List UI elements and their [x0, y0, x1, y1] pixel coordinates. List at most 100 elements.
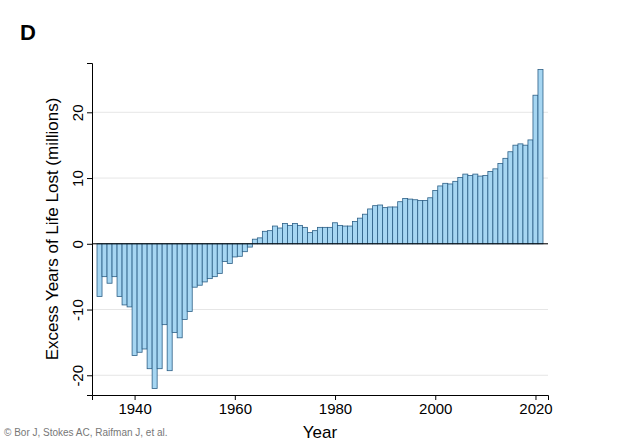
bar: [338, 225, 343, 243]
bar: [202, 244, 207, 282]
bar: [197, 244, 202, 285]
bar: [388, 207, 393, 244]
bar: [222, 244, 227, 262]
bar: [242, 244, 247, 252]
bar: [262, 231, 267, 243]
y-tick: 20: [69, 104, 92, 121]
bar: [112, 244, 117, 277]
bar: [488, 171, 493, 243]
bar: [287, 225, 292, 243]
x-axis: 1940 1960 1980 2000 2020: [93, 395, 553, 417]
bar: [217, 244, 222, 274]
bar: [333, 223, 338, 244]
y-tick: -10: [69, 299, 92, 321]
bar: [413, 200, 418, 244]
bar: [513, 145, 518, 244]
x-tick: 2020: [519, 395, 552, 417]
bar: [428, 198, 433, 244]
bar: [463, 174, 468, 244]
grid-line: [92, 243, 548, 244]
bar: [172, 244, 177, 333]
bar: [448, 184, 453, 244]
y-tick-mark: [87, 112, 92, 113]
x-tick: 1980: [319, 395, 352, 417]
bar: [132, 244, 137, 356]
baseline: [92, 243, 548, 244]
bar: [368, 209, 373, 244]
x-tick: 2000: [419, 395, 452, 417]
y-tick-label: 10: [69, 170, 86, 187]
bar: [533, 95, 538, 244]
bar: [227, 244, 232, 264]
grid: [92, 112, 548, 375]
bar: [272, 226, 277, 244]
bar: [97, 244, 102, 297]
x-tick-label: 1980: [319, 400, 352, 417]
bar: [393, 207, 398, 244]
bar: [408, 199, 413, 244]
bar: [252, 239, 257, 244]
bar: [157, 244, 162, 369]
bar: [307, 233, 312, 244]
bar: [187, 244, 192, 312]
bar: [373, 206, 378, 244]
bar: [297, 225, 302, 243]
bar: [453, 181, 458, 243]
bar: [523, 145, 528, 244]
bar: [328, 227, 333, 243]
bar: [302, 227, 307, 243]
bar: [503, 158, 508, 243]
bar: [152, 244, 157, 389]
bar: [433, 191, 438, 244]
bar: [518, 144, 523, 244]
bar: [473, 174, 478, 244]
x-tick: 1940: [118, 395, 151, 417]
y-tick: -20: [69, 365, 92, 387]
bar: [483, 175, 488, 243]
y-tick-mark: [87, 178, 92, 179]
bar: [312, 231, 317, 244]
y-tick-label: -20: [69, 365, 86, 387]
bar: [167, 244, 172, 371]
bar: [207, 244, 212, 279]
bar: [257, 238, 262, 244]
bar: [478, 176, 483, 244]
x-tick-label: 2000: [419, 400, 452, 417]
bar: [237, 244, 242, 256]
y-tick-label: 0: [69, 240, 86, 248]
bar: [358, 218, 363, 244]
grid-line: [92, 375, 548, 376]
bars: [97, 70, 543, 389]
bar: [538, 70, 543, 244]
bar: [282, 223, 287, 243]
y-tick: 0: [69, 240, 92, 248]
bar: [528, 140, 533, 244]
bar: [117, 244, 122, 297]
x-tick-label: 2020: [519, 400, 552, 417]
bar: [383, 208, 388, 244]
y-tick-label: 20: [69, 104, 86, 121]
credit: © Bor J, Stokes AC, Raifman J, et al.: [4, 427, 168, 438]
bar: [493, 169, 498, 244]
bar: [147, 244, 152, 369]
bar: [127, 244, 132, 307]
bar: [508, 152, 513, 244]
bar: [137, 244, 142, 352]
bar: [418, 200, 423, 243]
bar: [267, 231, 272, 244]
bar: [403, 198, 408, 243]
bar: [498, 164, 503, 244]
bar: [212, 244, 217, 277]
bar: [182, 244, 187, 320]
x-axis-title: Year: [303, 423, 338, 440]
x-tick-label: 1960: [219, 400, 252, 417]
bar: [277, 228, 282, 244]
bar: [192, 244, 197, 287]
bar: [353, 221, 358, 243]
y-tick-mark: [87, 244, 92, 245]
y-tick-mark: [87, 375, 92, 376]
bar: [423, 200, 428, 243]
y-axis-line: [87, 64, 93, 396]
bar: [348, 226, 353, 244]
bar: [468, 175, 473, 243]
